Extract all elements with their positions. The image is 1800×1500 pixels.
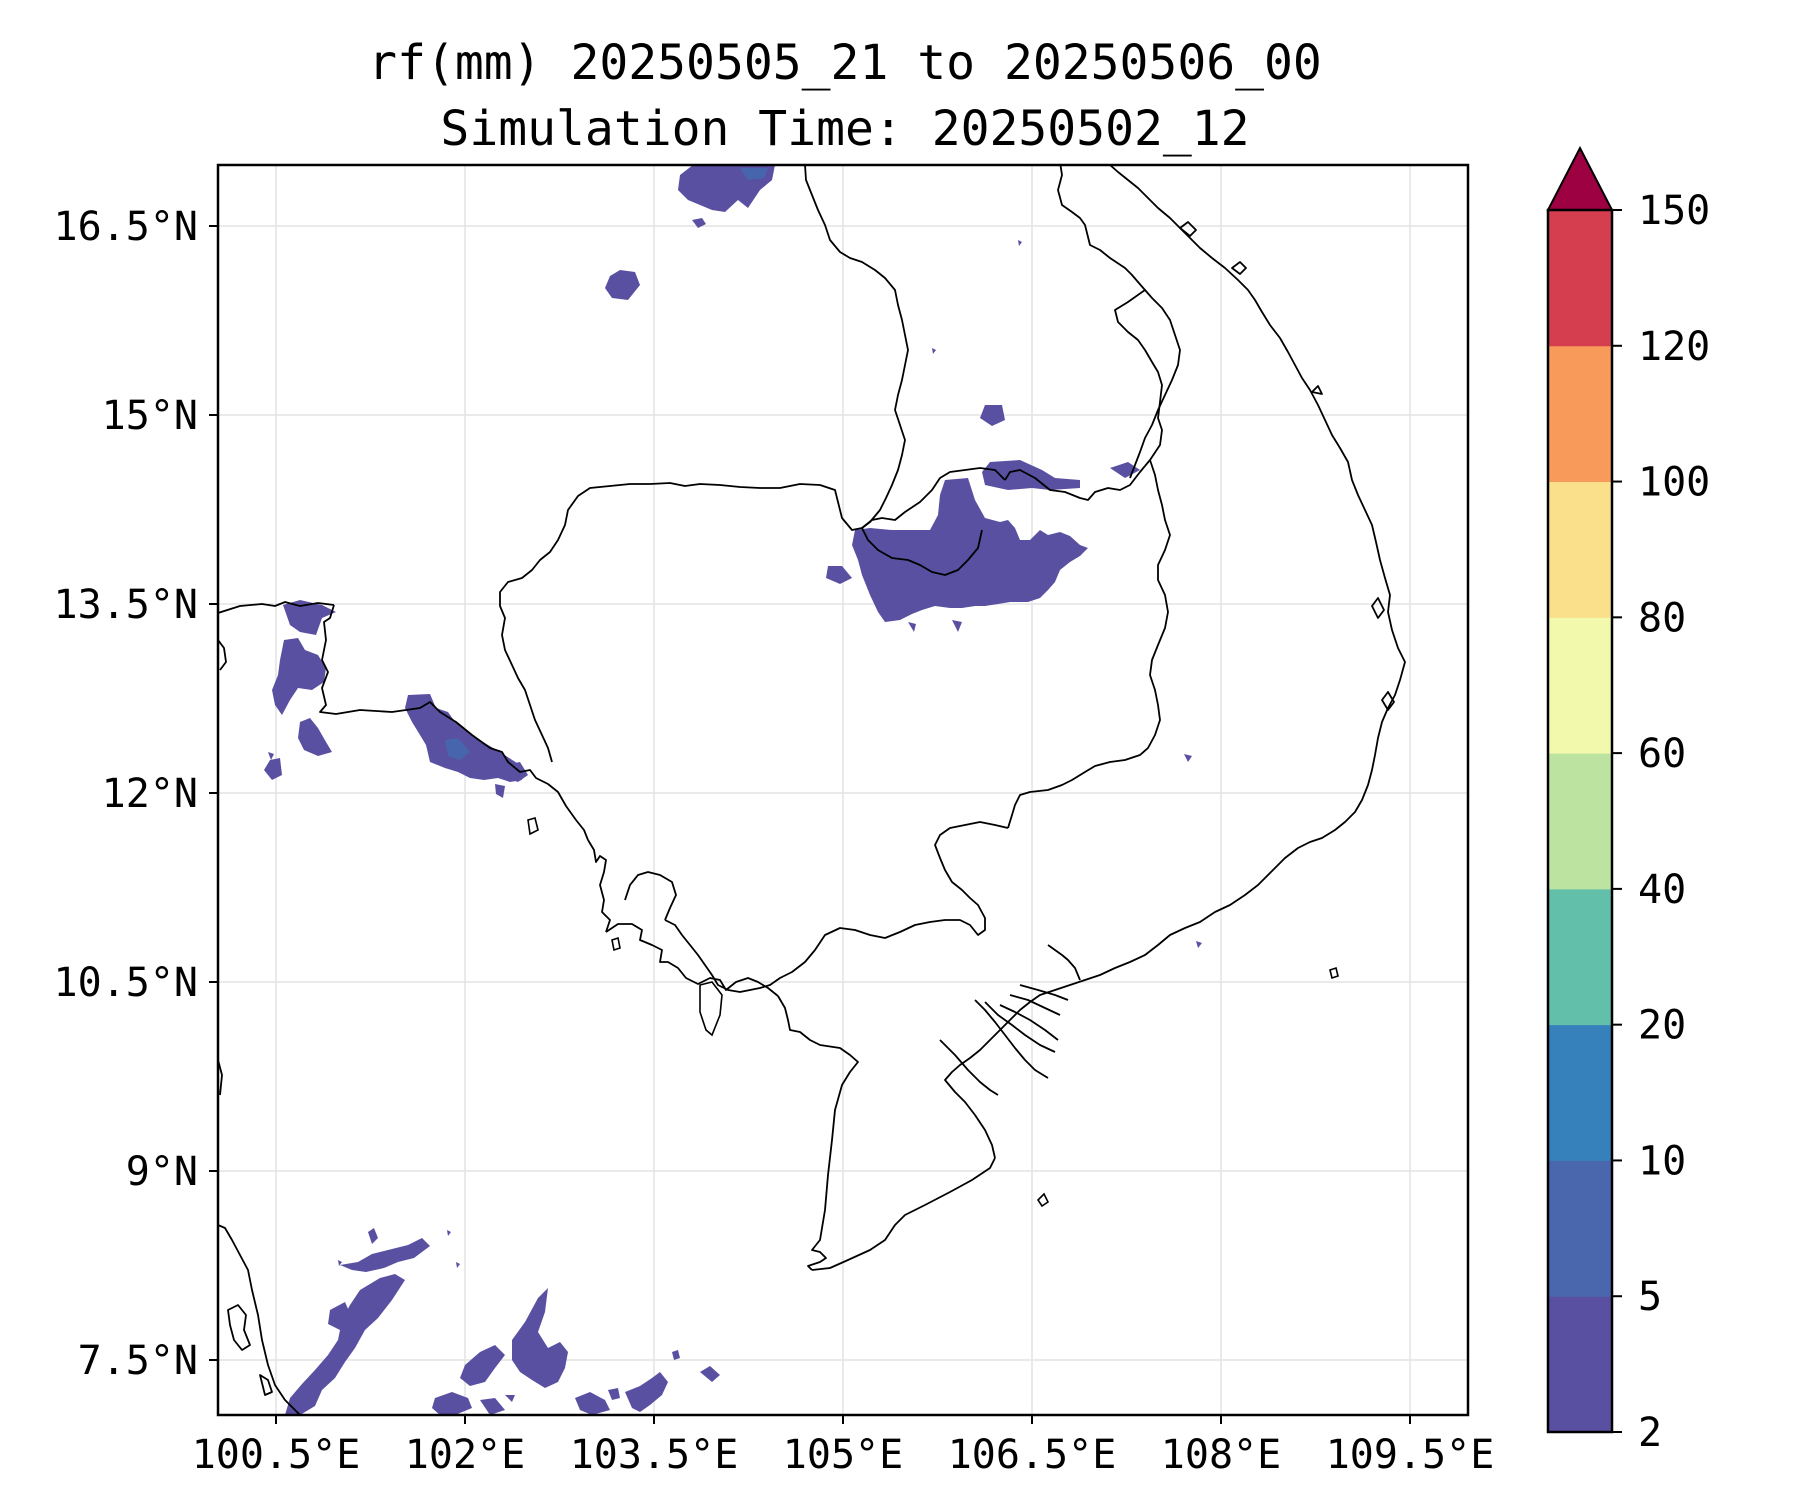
x-tick-label: 102°E (405, 1432, 525, 1478)
x-tick-label: 108°E (1161, 1432, 1281, 1478)
axis-ticks (209, 225, 1411, 1424)
x-tick-label: 103.5°E (570, 1432, 739, 1478)
y-tick-label: 15°N (102, 393, 198, 439)
colorbar-segment (1548, 481, 1612, 618)
x-tick-label: 106.5°E (948, 1432, 1117, 1478)
gridlines (218, 165, 1468, 1415)
colorbar-segment (1548, 345, 1612, 483)
colorbar-tick-label: 40 (1638, 867, 1686, 913)
colorbar-ticks: 2 5 10 20 40 60 80 100 120 150 (1612, 188, 1710, 1456)
colorbar-segment (1548, 1024, 1612, 1161)
map-title: rf(mm) 20250505_21 to 20250506_00 Simula… (220, 30, 1470, 162)
colorbar-tick-label: 150 (1638, 188, 1710, 234)
y-tick-label: 12°N (102, 771, 198, 817)
y-axis-labels: 16.5°N 15°N 13.5°N 12°N 10.5°N 9°N 7.5°N (54, 204, 199, 1384)
y-tick-label: 9°N (126, 1149, 198, 1195)
colorbar-segment (1548, 617, 1612, 754)
colorbar-tick-label: 100 (1638, 460, 1710, 506)
y-tick-label: 7.5°N (78, 1338, 198, 1384)
colorbar-segment (1548, 1160, 1612, 1297)
colorbar-segment (1548, 1296, 1612, 1433)
x-tick-label: 100.5°E (192, 1432, 361, 1478)
x-axis-labels: 100.5°E 102°E 103.5°E 105°E 106.5°E 108°… (192, 1432, 1495, 1478)
colorbar: 2 5 10 20 40 60 80 100 120 150 (1546, 145, 1710, 1456)
colorbar-tick-label: 80 (1638, 595, 1686, 641)
y-tick-label: 13.5°N (54, 582, 199, 628)
colorbar-tick-label: 60 (1638, 731, 1686, 777)
title-line-1: rf(mm) 20250505_21 to 20250506_00 (368, 35, 1322, 91)
y-tick-label: 10.5°N (54, 960, 199, 1006)
x-tick-label: 109.5°E (1326, 1432, 1495, 1478)
colorbar-segment (1548, 753, 1612, 890)
colorbar-tick-label: 120 (1638, 324, 1710, 370)
colorbar-segment (1548, 888, 1612, 1026)
colorbar-tick-label: 20 (1638, 1003, 1686, 1049)
colorbar-extend-arrow (1546, 145, 1614, 211)
title-line-2: Simulation Time: 20250502_12 (440, 101, 1250, 157)
colorbar-frame (1546, 208, 1614, 1434)
colorbar-tick-label: 2 (1638, 1410, 1662, 1456)
coastlines-borders (218, 165, 1406, 1415)
rainfall-areas (264, 165, 1202, 1415)
colorbar-segments (1548, 210, 1612, 1433)
colorbar-segment (1548, 210, 1612, 347)
colorbar-tick-label: 5 (1638, 1274, 1662, 1320)
y-tick-label: 16.5°N (54, 204, 199, 250)
x-tick-label: 105°E (783, 1432, 903, 1478)
colorbar-tick-label: 10 (1638, 1138, 1686, 1184)
